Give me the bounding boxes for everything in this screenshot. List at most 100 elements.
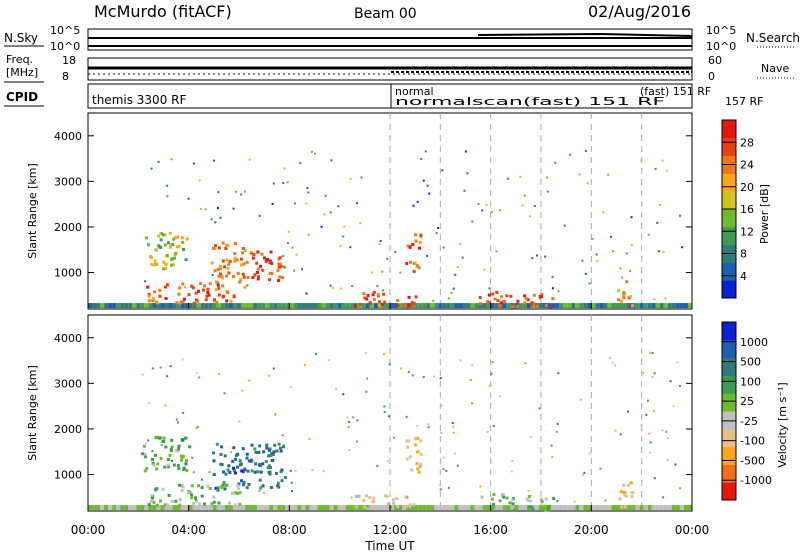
- echo-cell: [156, 462, 160, 466]
- echo-cell: [622, 483, 626, 487]
- echo-cell: [261, 268, 265, 272]
- scatter-cell: [164, 404, 167, 407]
- base-cell: [458, 505, 463, 511]
- echo-cell: [236, 271, 240, 275]
- echo-cell: [256, 270, 260, 274]
- scatter-cell: [614, 429, 617, 432]
- base-cell: [148, 303, 153, 309]
- base-cell: [269, 505, 274, 511]
- colorbar-swatch: [722, 446, 736, 465]
- base-cell: [112, 303, 117, 309]
- echo-cell: [142, 444, 146, 448]
- scatter-cell: [258, 489, 261, 492]
- echo-cell: [227, 262, 231, 266]
- echo-cell: [180, 458, 184, 462]
- velocity-cells: [88, 315, 692, 512]
- echo-cell: [168, 231, 172, 235]
- x-tick-label: 00:00: [675, 523, 710, 537]
- echo-cell: [414, 443, 418, 447]
- scatter-cell: [654, 167, 657, 170]
- echo-cell: [410, 302, 414, 306]
- scatter-cell: [166, 375, 169, 378]
- echo-cell: [144, 236, 148, 240]
- scatter-cell: [453, 452, 456, 455]
- echo-cell: [278, 262, 282, 266]
- scatter-cell: [405, 415, 408, 418]
- echo-cell: [227, 464, 231, 468]
- echo-cell: [383, 506, 387, 510]
- echo-cell: [270, 261, 274, 265]
- base-cell: [212, 303, 217, 309]
- echo-cell: [264, 259, 268, 263]
- echo-cell: [163, 243, 167, 247]
- base-cell: [390, 303, 394, 309]
- scatter-cell: [442, 246, 445, 249]
- scatter-cell: [293, 269, 296, 272]
- scatter-cell: [216, 206, 219, 209]
- echo-cell: [145, 466, 149, 470]
- scatter-cell: [157, 160, 160, 163]
- scatter-cell: [595, 253, 598, 256]
- echo-cell: [264, 460, 268, 464]
- scatter-cell: [669, 380, 672, 383]
- scatter-cell: [141, 373, 144, 376]
- echo-cell: [243, 468, 247, 472]
- scatter-cell: [327, 359, 330, 362]
- base-cell: [152, 303, 157, 309]
- scatter-cell: [303, 364, 306, 367]
- scatter-cell: [252, 460, 255, 463]
- scatter-cell: [187, 197, 190, 200]
- echo-cell: [503, 300, 507, 304]
- nsky-bottom-label: 10^0: [50, 40, 80, 53]
- scatter-cell: [386, 257, 389, 260]
- echo-cell: [415, 450, 419, 454]
- base-cell: [277, 505, 282, 511]
- y-tick-label: 2000: [54, 423, 82, 436]
- base-cell: [683, 303, 688, 309]
- echo-cell: [499, 301, 503, 305]
- scatter-cell: [346, 416, 349, 419]
- scatter-cell: [293, 202, 296, 205]
- base-cell: [273, 303, 278, 309]
- base-cell: [120, 303, 125, 309]
- scatter-cell: [262, 492, 265, 495]
- power-colorbar: 4 8 12 16 20 24 28: [721, 119, 754, 299]
- echo-cell: [166, 463, 170, 467]
- scatter-cell: [199, 207, 202, 210]
- scatter-cell: [490, 211, 493, 214]
- echo-cell: [239, 278, 243, 282]
- echo-cell: [151, 457, 155, 461]
- echo-cell: [233, 252, 237, 256]
- echo-cell: [417, 266, 421, 270]
- echo-cell: [364, 494, 368, 498]
- echo-cell: [278, 275, 282, 279]
- base-cell: [160, 303, 165, 309]
- echo-cell: [168, 453, 172, 457]
- base-cell: [257, 505, 262, 511]
- base-cell: [410, 303, 415, 309]
- echo-cell: [513, 506, 517, 510]
- echo-cell: [212, 298, 216, 302]
- base-cell: [265, 505, 270, 511]
- echo-cell: [619, 489, 623, 493]
- cpid-label: CPID: [6, 90, 38, 104]
- scatter-cell: [248, 158, 251, 161]
- base-cell: [116, 505, 121, 511]
- scatter-cell: [550, 444, 553, 447]
- scatter-cell: [490, 372, 493, 375]
- base-cell: [192, 303, 197, 309]
- echo-cell: [542, 504, 546, 508]
- echo-cell: [233, 471, 237, 475]
- echo-cell: [415, 264, 419, 268]
- scatter-cell: [661, 159, 664, 162]
- scatter-cell: [283, 167, 286, 170]
- echo-cell: [187, 491, 191, 495]
- echo-cell: [170, 500, 174, 504]
- base-cell: [559, 303, 564, 309]
- echo-cell: [202, 502, 206, 506]
- echo-cell: [260, 252, 264, 256]
- scatter-cell: [681, 246, 684, 249]
- scatter-cell: [196, 426, 199, 429]
- scatter-cell: [330, 159, 333, 162]
- scatter-cell: [299, 162, 302, 165]
